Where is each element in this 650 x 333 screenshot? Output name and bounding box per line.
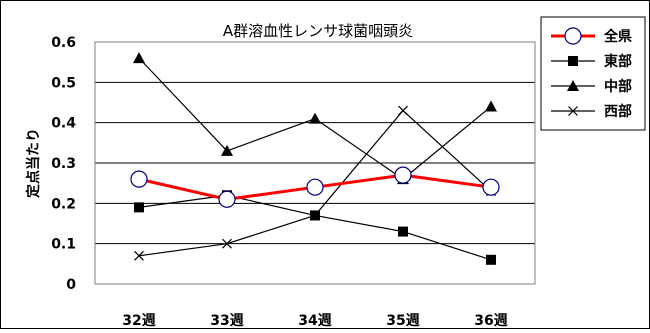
data-point <box>568 106 578 116</box>
x-tick-label: 36週 <box>474 313 507 329</box>
data-point <box>486 254 496 265</box>
legend-label: 中部 <box>604 78 632 95</box>
data-point <box>218 190 236 208</box>
data-point-stroke <box>134 250 144 261</box>
data-point <box>306 178 324 196</box>
legend-label: 全県 <box>603 28 632 45</box>
y-tick-label: 0.2 <box>51 196 76 212</box>
legend-item: 全県 <box>551 27 632 45</box>
data-point <box>310 210 320 221</box>
chart-title: A群溶血性レンサ球菌咽頭炎 <box>223 22 413 40</box>
y-tick-label: 0.1 <box>51 237 76 253</box>
data-point <box>130 170 148 188</box>
data-point <box>221 144 233 156</box>
data-point <box>398 105 408 116</box>
y-tick-label: 0.4 <box>51 116 76 132</box>
data-point <box>133 52 145 64</box>
y-tick-label: 0.3 <box>51 156 76 172</box>
data-point-stroke <box>568 106 578 116</box>
x-tick-label: 35週 <box>386 313 419 329</box>
series-全県 <box>130 166 500 208</box>
data-point <box>134 202 144 213</box>
data-point <box>222 238 232 249</box>
legend-item: 西部 <box>551 103 632 120</box>
data-point-stroke <box>398 105 408 116</box>
data-point <box>309 112 321 124</box>
data-point <box>568 56 578 66</box>
legend-item: 東部 <box>551 53 632 70</box>
data-point <box>482 178 500 196</box>
data-point <box>564 27 582 45</box>
data-point <box>394 166 412 184</box>
x-tick-label: 34週 <box>298 313 331 329</box>
legend-label: 東部 <box>604 53 632 70</box>
y-axis-label: 定点当たり <box>25 128 42 198</box>
x-tick-label: 32週 <box>122 313 155 329</box>
plot-area <box>94 41 536 285</box>
legend-label: 西部 <box>604 103 632 120</box>
data-point <box>485 100 497 112</box>
y-tick-label: 0.6 <box>51 35 76 51</box>
data-point <box>567 80 579 91</box>
legend-item: 中部 <box>551 78 632 95</box>
data-point-stroke <box>222 238 232 249</box>
data-point <box>398 226 408 237</box>
y-tick-label: 0.5 <box>51 75 76 91</box>
data-point <box>134 250 144 261</box>
series-layer <box>130 52 500 265</box>
x-tick-label: 33週 <box>210 313 243 329</box>
axis-labels: 0 0.1 0.2 0.3 0.4 0.5 0.6 32週 33週 34週 35週 36週 <box>51 35 508 329</box>
y-tick-label: 0 <box>66 277 76 293</box>
